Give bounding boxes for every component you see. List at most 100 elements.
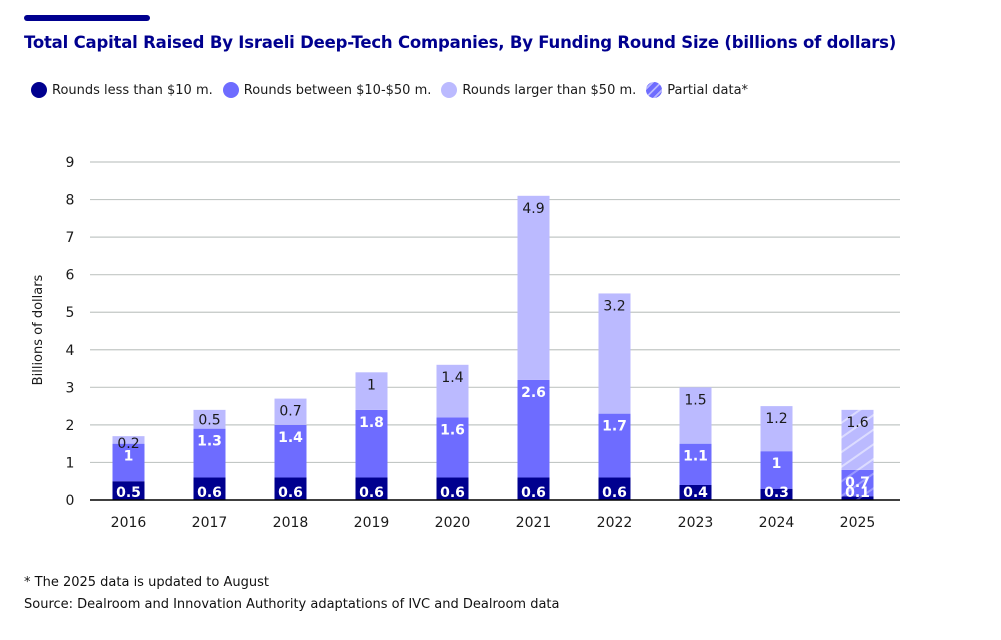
- bar-segment-large-rounds: [679, 387, 712, 444]
- y-axis-ticks: 0 1 2 3 4 5 6 7 8 9: [66, 155, 75, 509]
- bar-segment-large-rounds: [436, 364, 469, 418]
- source-note: Source: Dealroom and Innovation Authorit…: [24, 597, 560, 612]
- bars: 0.510.20.61.30.50.61.40.70.61.810.61.61.…: [112, 195, 874, 501]
- y-tick-label: 4: [66, 343, 75, 359]
- legend-label: Rounds less than $10 m.: [52, 82, 213, 98]
- data-label: 0.5: [116, 485, 141, 501]
- bar-segment-small-rounds: [598, 477, 631, 500]
- data-label: 0.1: [845, 485, 870, 501]
- bar-segment-medium-rounds: [598, 413, 631, 478]
- bar-segment-large-rounds: [112, 436, 145, 444]
- chart-title: Total Capital Raised By Israeli Deep-Tec…: [24, 33, 897, 52]
- bar-segment-medium-rounds: [355, 409, 388, 478]
- bar-segment-medium-rounds: [760, 451, 793, 489]
- y-tick-label: 1: [66, 455, 75, 471]
- x-tick-label: 2021: [516, 515, 552, 531]
- bar-segment-large-rounds: [274, 398, 307, 425]
- data-label: 1: [367, 377, 376, 393]
- data-label: 1.3: [197, 434, 222, 450]
- data-label: 1: [772, 456, 782, 472]
- data-label: 1.2: [765, 411, 787, 427]
- bar-segment-medium-rounds: [841, 469, 874, 497]
- bar-segment-large-rounds: [355, 372, 388, 410]
- circle-icon: [441, 82, 458, 98]
- data-label: 0.4: [683, 485, 708, 501]
- bar-segment-small-rounds: [355, 477, 388, 500]
- y-tick-label: 9: [66, 155, 75, 171]
- data-label: 1.6: [440, 422, 465, 438]
- x-axis-ticks: 2016 2017 2018 2019 2020 2021 2022 2023 2024 2025: [111, 515, 876, 531]
- x-tick-label: 2017: [192, 515, 228, 531]
- x-tick-label: 2020: [435, 515, 471, 531]
- x-tick-label: 2023: [678, 515, 714, 531]
- data-label: 0.6: [197, 485, 222, 501]
- bar-segment-medium-rounds: [112, 443, 145, 482]
- x-tick-label: 2024: [759, 515, 795, 531]
- legend-item-small-rounds: Rounds less than $10 m.: [31, 82, 213, 98]
- x-tick-label: 2018: [273, 515, 309, 531]
- data-label: 1: [124, 449, 134, 465]
- bar-segment-small-rounds: [193, 477, 226, 500]
- data-label: 0.6: [278, 485, 303, 501]
- circle-icon: [222, 82, 239, 98]
- legend-label: Rounds between $10-$50 m.: [243, 82, 432, 98]
- legend: Rounds less than $10 m. Rounds between $…: [31, 82, 758, 98]
- bar-segment-small-rounds: [679, 484, 712, 500]
- title-accent-bar: [24, 15, 150, 21]
- bar-segment-small-rounds: [112, 481, 145, 500]
- legend-item-partial-data: Partial data*: [646, 82, 748, 98]
- data-label: 1.7: [602, 419, 627, 435]
- x-tick-label: 2025: [840, 515, 876, 531]
- legend-item-large-rounds: Rounds larger than $50 m.: [441, 82, 636, 98]
- bar-segment-medium-rounds: [274, 424, 307, 478]
- x-tick-label: 2019: [354, 515, 390, 531]
- data-label: 1.8: [359, 415, 384, 431]
- data-label: 0.6: [359, 485, 384, 501]
- bar-segment-medium-rounds: [679, 443, 712, 485]
- data-label: 1.4: [441, 370, 463, 386]
- data-label: 1.4: [278, 430, 303, 446]
- y-tick-label: 7: [66, 230, 75, 246]
- bar-segment-medium-rounds: [193, 428, 226, 478]
- bar-segment-medium-rounds: [517, 379, 550, 478]
- data-label: 0.6: [521, 485, 546, 501]
- data-label: 0.6: [602, 485, 627, 501]
- bar-segment-small-rounds: [760, 488, 793, 500]
- data-label: 1.5: [684, 392, 706, 408]
- data-label: 0.7: [845, 475, 870, 491]
- legend-label: Partial data*: [667, 82, 749, 98]
- bar-segment-large-rounds: [598, 293, 631, 414]
- bar-segment-large-rounds: [193, 409, 226, 429]
- footnote-partial-data: * The 2025 data is updated to August: [24, 575, 269, 590]
- y-axis-label: Billions of dollars: [31, 274, 46, 385]
- y-tick-label: 5: [66, 305, 75, 321]
- bar-segment-small-rounds: [274, 477, 307, 500]
- data-label: 0.5: [198, 412, 220, 428]
- data-label: 3.2: [603, 298, 625, 314]
- bar-segment-small-rounds: [436, 477, 469, 500]
- y-tick-label: 2: [66, 418, 75, 434]
- hatched-circle-icon: [646, 82, 663, 98]
- data-label: 0.7: [279, 404, 301, 420]
- bar-segment-small-rounds: [841, 496, 874, 500]
- bar-segment-small-rounds: [517, 477, 550, 500]
- bar-segment-medium-rounds: [436, 417, 469, 478]
- bar-segment-large-rounds: [517, 195, 550, 380]
- data-label: 2.6: [521, 385, 546, 401]
- data-label: 0.6: [440, 485, 465, 501]
- data-label: 1.1: [683, 449, 708, 465]
- circle-icon: [31, 82, 47, 98]
- bar-segment-large-rounds: [841, 409, 874, 470]
- y-tick-label: 6: [66, 268, 75, 284]
- y-tick-label: 3: [66, 380, 75, 396]
- y-tick-label: 8: [66, 193, 75, 209]
- x-tick-label: 2016: [111, 515, 147, 531]
- legend-label: Rounds larger than $50 m.: [462, 82, 637, 98]
- data-label: 0.2: [117, 436, 139, 452]
- data-label: 0.3: [764, 485, 789, 501]
- y-tick-label: 0: [66, 493, 75, 509]
- x-tick-label: 2022: [597, 515, 633, 531]
- bar-segment-large-rounds: [760, 406, 793, 452]
- data-label: 1.6: [846, 415, 868, 431]
